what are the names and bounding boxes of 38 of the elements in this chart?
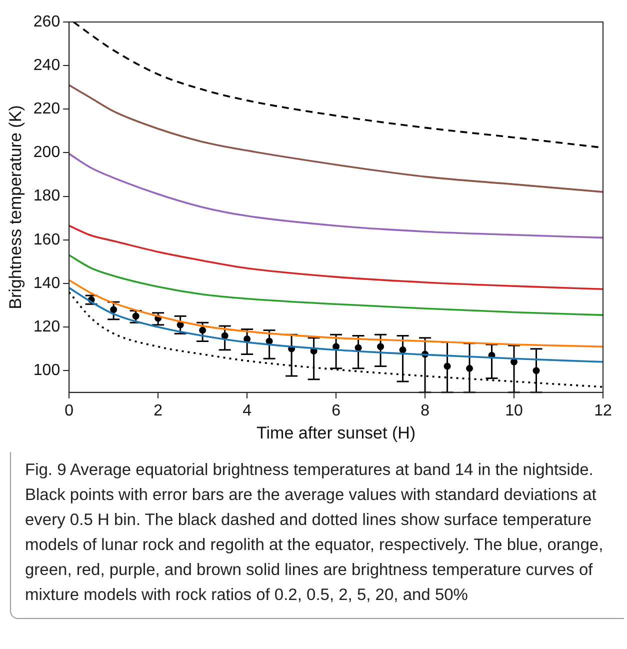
y-tick-label: 100 xyxy=(33,362,60,380)
point xyxy=(221,332,228,340)
x-tick-label: 2 xyxy=(154,402,163,420)
x-tick-label: 10 xyxy=(505,402,524,420)
x-axis-title: Time after sunset (H) xyxy=(256,423,416,442)
point xyxy=(466,364,474,372)
line-series xyxy=(69,152,603,239)
line-series xyxy=(69,254,603,316)
x-tick-label: 12 xyxy=(594,402,612,420)
point xyxy=(532,367,540,374)
y-tick-label: 220 xyxy=(33,100,60,118)
point xyxy=(444,362,451,370)
y-tick-label: 260 xyxy=(33,13,60,30)
point xyxy=(399,346,406,354)
y-tick-label: 240 xyxy=(33,56,60,74)
point xyxy=(266,338,273,345)
x-tick-label: 0 xyxy=(64,402,74,420)
y-axis-title: Brightness temperature (K) xyxy=(6,105,25,310)
point xyxy=(354,344,362,352)
caption: Fig. 9 Average equatorial brightness temperatures at band 14 in the nightside. Black points with error bars are the average values with standard deviations at every 0.5 H bin. The black dashed and dotted lines show surface temperature models of lunar rock and regolith at the equator, respectively. The blue, orange, green, red, purple, and brown solid lines are brightness temperature curves of mixture models with rock ratios of 0.2, 0.5, 2, 5, 20, and 50% xyxy=(25,460,604,606)
y-tick-label: 200 xyxy=(33,144,60,162)
y-tick-label: 120 xyxy=(33,318,60,336)
point xyxy=(244,336,251,343)
point xyxy=(110,306,118,314)
y-tick-label: 140 xyxy=(33,274,60,292)
y-tick-label: 160 xyxy=(33,231,60,248)
point xyxy=(510,358,518,366)
x-tick-label: 8 xyxy=(420,402,430,420)
line-series xyxy=(69,84,603,193)
line-series xyxy=(69,224,603,290)
line-series xyxy=(69,291,603,388)
point xyxy=(199,326,206,334)
x-tick-label: 6 xyxy=(332,402,341,420)
x-tick-label: 4 xyxy=(242,402,252,420)
point xyxy=(332,343,340,350)
point xyxy=(377,343,384,350)
line-series xyxy=(69,279,603,348)
y-tick-label: 180 xyxy=(33,188,60,205)
